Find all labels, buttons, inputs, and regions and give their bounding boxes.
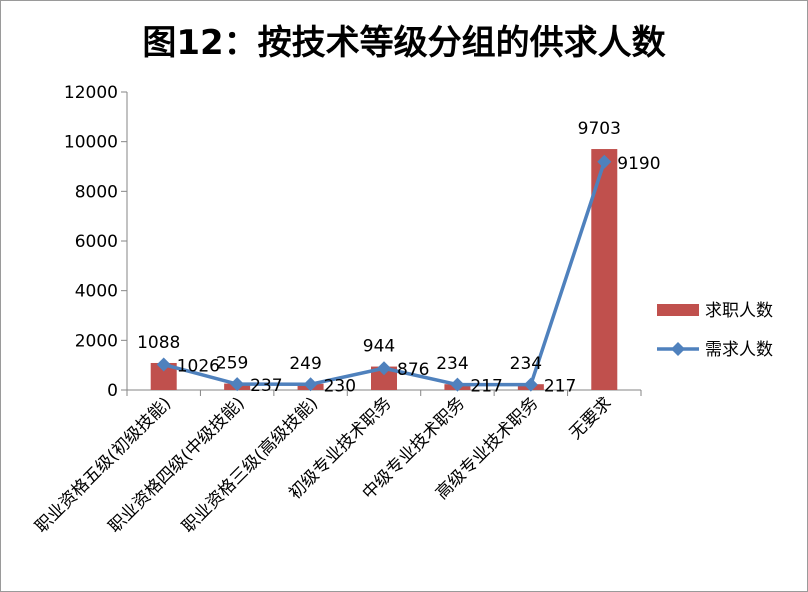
bar-data-label: 249 [289,354,321,374]
y-tick-label: 4000 [75,282,118,302]
line-point-marker [377,361,391,376]
line-point-marker [450,377,465,392]
legend-swatch-bar [657,304,699,316]
line-data-label: 217 [470,377,502,397]
line-data-label: 1026 [177,357,220,377]
bar-data-label: 9703 [578,119,621,139]
y-tick-label: 10000 [64,133,118,153]
x-category-label: 职业资格三级(高级技能) [178,393,322,537]
x-category-label: 无要求 [566,393,616,443]
line-point-marker [523,377,538,392]
bar-data-label: 944 [363,337,395,357]
y-tick-label: 12000 [64,83,118,103]
x-category-label: 职业资格五级(初级技能) [32,393,176,537]
legend-label-line: 需求人数 [705,340,773,360]
line-data-label: 9190 [617,154,660,174]
bar-data-label: 259 [216,354,248,374]
bar [371,366,397,390]
y-tick-label: 2000 [75,331,118,351]
line-point-marker [230,377,245,392]
line-point-marker [156,357,171,372]
chart-title: 图12：按技术等级分组的供求人数 [142,23,666,63]
line-data-label: 230 [324,376,356,396]
bar-data-label: 1088 [137,333,180,353]
line-data-label: 217 [544,377,576,397]
line-point-marker [303,377,318,392]
y-tick-label: 8000 [75,182,118,202]
line-data-label: 876 [397,360,429,380]
x-category-label: 职业资格四级(中级技能) [105,393,249,537]
line-point-marker [597,154,612,169]
y-tick-label: 6000 [75,232,118,252]
legend-label-bar: 求职人数 [705,301,773,321]
legend-swatch-marker [671,342,685,356]
line-data-label: 237 [250,376,282,396]
y-tick-label: 0 [107,381,118,401]
bar-data-label: 234 [510,354,542,374]
bar-data-label: 234 [436,354,468,374]
